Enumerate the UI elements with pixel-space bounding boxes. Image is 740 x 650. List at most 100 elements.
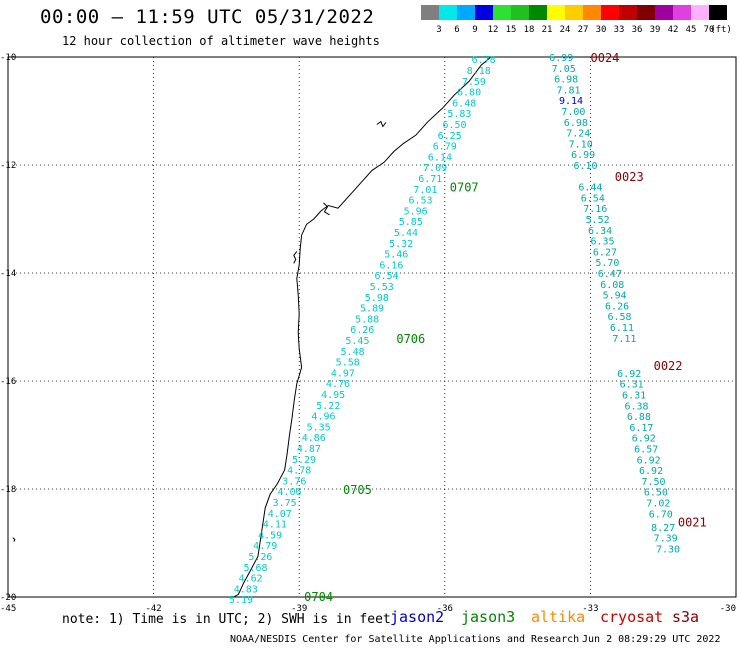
pass-time-label: 0022 <box>654 359 683 373</box>
legend-swatch <box>421 5 439 20</box>
wave-height-value: 6.34 <box>588 226 612 237</box>
lat-tick-label: -12 <box>0 161 16 171</box>
units-note: note: 1) Time is in UTC; 2) SWH is in fe… <box>62 612 391 627</box>
legend-bin-label: 30 <box>595 25 607 35</box>
wave-height-value: 6.92 <box>617 369 641 380</box>
pass-time-label: 0707 <box>450 181 479 195</box>
pass-time-label: 0706 <box>396 332 425 346</box>
wave-height-value: 4.06 <box>277 487 301 498</box>
legend-bin-label: 42 <box>667 25 679 35</box>
wave-height-value: 8.18 <box>467 66 491 77</box>
wave-height-value: 6.98 <box>554 75 578 86</box>
legend-swatch <box>511 5 529 20</box>
wave-height-value: 6.71 <box>418 174 442 185</box>
wave-height-value: 7.00 <box>561 107 585 118</box>
map-frame <box>7 56 737 598</box>
wave-height-value: 3.75 <box>273 498 297 509</box>
coast-detail-river <box>376 120 387 128</box>
wave-height-value: 5.53 <box>370 282 394 293</box>
wave-height-value: 6.31 <box>620 380 644 391</box>
wave-height-value: 4.79 <box>253 541 277 552</box>
pass-time-label: 0024 <box>591 51 620 65</box>
wave-height-value: 7.02 <box>646 499 670 510</box>
wave-height-value: 5.52 <box>586 215 610 226</box>
wave-height-value: 6.26 <box>605 301 629 312</box>
legend-swatch <box>529 5 547 20</box>
wave-height-value: 6.92 <box>639 466 663 477</box>
legend-bin-label: 9 <box>472 25 478 35</box>
wave-height-value: 6.17 <box>629 423 653 434</box>
wave-height-value: 4.96 <box>311 412 335 423</box>
wave-height-value: 4.78 <box>287 466 311 477</box>
wave-height-value: 6.26 <box>350 325 374 336</box>
wave-height-value: 5.96 <box>404 206 428 217</box>
wave-height-value: 6.47 <box>598 269 622 280</box>
satellite-legend-item: altika <box>531 608 586 626</box>
wave-height-value: 6.35 <box>590 237 614 248</box>
wave-height-value: 5.44 <box>394 228 418 239</box>
wave-height-value: 5.19 <box>229 595 253 606</box>
wave-height-value: 4.95 <box>321 390 345 401</box>
lon-tick-label: -39 <box>291 604 307 614</box>
wave-height-value: 4.59 <box>258 530 282 541</box>
legend-swatch <box>475 5 493 20</box>
pass-time-label: 0023 <box>615 170 644 184</box>
wave-height-value: 7.24 <box>566 129 590 140</box>
wave-height-value: 5.94 <box>603 291 627 302</box>
wave-height-value: 4.62 <box>239 574 263 585</box>
footer-credit: NOAA/NESDIS Center for Satellite Applica… <box>230 634 580 645</box>
legend-swatch <box>619 5 637 20</box>
page-subtitle: 12 hour collection of altimeter wave hei… <box>62 34 380 48</box>
wave-height-value: 4.97 <box>331 368 355 379</box>
wave-height-value: 6.98 <box>564 118 588 129</box>
wave-height-value: 6.31 <box>622 391 646 402</box>
wave-height-value: 5.48 <box>341 347 365 358</box>
wave-height-value: 6.27 <box>593 247 617 258</box>
legend-bin-label: 24 <box>559 25 571 35</box>
satellite-legend-item: s3a <box>672 608 700 626</box>
wave-height-value: 6.25 <box>438 131 462 142</box>
lat-tick-label: -18 <box>0 485 16 495</box>
wave-height-value: 6.38 <box>624 401 648 412</box>
wave-height-value: 6.10 <box>573 161 597 172</box>
wave-height-value: 6.44 <box>578 183 602 194</box>
wave-height-value: 5.32 <box>389 239 413 250</box>
legend-swatch <box>439 5 457 20</box>
pass-time-label: 0705 <box>343 483 372 497</box>
wave-height-value: 4.83 <box>234 584 258 595</box>
legend-swatch <box>637 5 655 20</box>
wave-height-value: 6.48 <box>452 98 476 109</box>
legend-swatch <box>547 5 565 20</box>
legend-swatch <box>565 5 583 20</box>
lat-tick-label: -16 <box>0 377 16 387</box>
wave-height-value: 6.57 <box>634 445 658 456</box>
wave-height-value: 6.08 <box>600 280 624 291</box>
lat-tick-label: -20 <box>0 593 16 603</box>
legend-swatch <box>655 5 673 20</box>
wave-height-value: 4.11 <box>263 520 287 531</box>
wave-height-value: 6.79 <box>433 142 457 153</box>
wave-height-value: 5.26 <box>248 552 272 563</box>
legend-bin-label: 70 <box>703 25 715 35</box>
lon-tick-label: -30 <box>720 604 736 614</box>
coastline <box>233 56 492 598</box>
wave-height-value: 6.16 <box>379 260 403 271</box>
coast-detail-islet <box>12 537 16 542</box>
legend-bin-label: 21 <box>541 25 553 35</box>
legend-swatch <box>583 5 601 20</box>
wave-height-value: 5.88 <box>355 314 379 325</box>
legend-bin-label: 33 <box>613 25 625 35</box>
wave-height-value: 7.30 <box>656 544 680 555</box>
wave-height-value: 8.27 <box>651 523 675 534</box>
legend-unit-label: (ft) <box>710 25 732 35</box>
wave-height-value: 5.68 <box>243 563 267 574</box>
legend-bin-label: 36 <box>631 25 643 35</box>
wave-height-value: 7.10 <box>569 139 593 150</box>
wave-height-value: 4.87 <box>297 444 321 455</box>
wave-height-value: 6.53 <box>408 196 432 207</box>
legend-swatch <box>709 5 727 20</box>
wave-height-value: 6.92 <box>632 434 656 445</box>
footer-timestamp: Jun 2 08:29:29 UTC 2022 <box>582 634 721 645</box>
legend-bin-label: 6 <box>454 25 460 35</box>
wave-height-value: 5.45 <box>345 336 369 347</box>
